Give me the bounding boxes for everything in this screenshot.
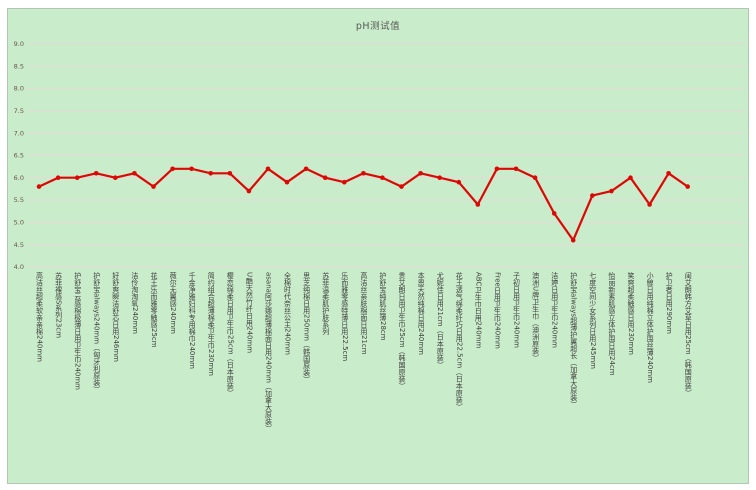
data-point: [685, 184, 690, 189]
data-point: [322, 175, 328, 180]
x-axis-label: 怡丽新素肌感立体护围日用24cm: [607, 272, 616, 376]
data-point: [265, 166, 271, 172]
data-point: [342, 179, 347, 185]
x-axis-label: 七度空间少女系列日用245mm: [588, 272, 597, 369]
x-axis-label: Free日用卫生巾240mm: [493, 272, 502, 349]
y-tick-label: 7.5: [14, 107, 24, 115]
data-point: [361, 171, 366, 176]
y-tick-label: 6.0: [14, 174, 24, 182]
data-point: [399, 184, 404, 189]
x-axis-label: 千金净雅妇科专用棉巾240mm: [188, 272, 197, 369]
x-axis-label: 闺艾朗韩方艾草日用25cm（韩国原装）: [684, 272, 693, 397]
data-point: [113, 175, 118, 180]
x-axis-label: 苏菲裸感S系列23cm: [54, 272, 63, 339]
data-point: [380, 175, 385, 180]
y-tick-label: 5.5: [14, 196, 24, 204]
x-axis-label: 花王透气绵柔纤巧日用22.5cm（日本原装）: [455, 272, 464, 411]
x-axis-label: 笑爽超柔触感日用230mm: [627, 272, 635, 355]
data-point: [456, 179, 462, 185]
x-axis-label: U酷天然竹纤日用240mm: [245, 272, 254, 354]
x-axis-label: 樱恋绵柔日用卫生巾25cm（日本原装）: [226, 272, 235, 397]
x-axis-label: 澳洲U牌卫生巾（澳洲原装）: [531, 272, 540, 362]
y-tick-label: 4.5: [14, 241, 24, 249]
x-axis-label: 护舒宝always超薄护翼超长（加拿大原装）: [569, 272, 578, 409]
data-point: [609, 188, 614, 194]
x-axis-label: 好舒爽瞬洁舒芯日用246mm: [111, 272, 120, 362]
data-point: [570, 237, 576, 243]
data-point: [170, 166, 175, 172]
chart-title: pH测试值: [355, 21, 401, 32]
data-point: [284, 179, 290, 185]
x-axis-label: 小鲸日用纯棉立体护围丝薄240mm: [646, 272, 655, 383]
data-point: [647, 202, 652, 207]
x-axis-label: asana阿莎娜超薄棉面日用240mm（加拿大原装）: [264, 272, 273, 432]
x-axis-label: 护卫者日用290mm: [665, 272, 674, 334]
data-point: [494, 166, 500, 172]
x-axis-label: 洁婷日用卫生巾240mm: [550, 272, 559, 348]
x-axis-label: 尤妮佳日用21cm（日本原装）: [436, 272, 445, 369]
data-point: [93, 171, 99, 176]
x-axis-label: 护舒宝always240mm（匈牙利原装）: [92, 272, 101, 394]
data-point: [246, 188, 252, 194]
y-tick-label: 6.5: [14, 152, 24, 160]
x-axis-label: 护舒宝纯肌丝薄28cm: [378, 272, 387, 341]
data-point: [513, 166, 519, 172]
data-point: [475, 202, 481, 207]
y-tick-label: 9.0: [14, 40, 24, 48]
data-point: [189, 166, 194, 172]
chart-panel: pH测试值 9.0 8.5 8.0 7.5 7.0 6.5 6.0 5.5 5.0 4.5 4.0 …: [7, 8, 749, 484]
x-axis-label: 简约组合超薄棉柔卫生巾230mm: [207, 272, 216, 376]
x-axis-label: 花王乐而雅零触感25cm: [150, 272, 158, 348]
y-tick-label: 4.0: [14, 263, 24, 271]
data-point: [551, 211, 557, 216]
data-point: [532, 175, 538, 180]
y-tick-label: 7.0: [14, 129, 24, 137]
data-point: [151, 184, 156, 189]
x-axis-label: ABC卫生巾日用240mm: [474, 272, 483, 349]
x-axis-label: 高洁丝超柔软亲亲棉240mm: [35, 272, 44, 362]
data-point: [132, 171, 137, 176]
data-point: [437, 175, 443, 180]
y-tick-label: 8.5: [14, 62, 24, 70]
data-point: [628, 175, 633, 180]
y-tick-label: 8.0: [14, 85, 24, 93]
x-axis-label: 洁伶淘淘氧240mm: [130, 272, 139, 334]
x-axis-label: 全棉时代奈丝公主240mm: [283, 272, 292, 355]
data-point: [666, 171, 671, 176]
data-point: [303, 166, 309, 172]
data-point: [227, 171, 233, 176]
x-axis-label: 本恩天然纯棉日用240mm: [417, 272, 426, 355]
data-point: [418, 171, 423, 176]
data-point: [208, 171, 213, 176]
plot-svg: 9.0 8.5 8.0 7.5 7.0 6.5 6.0 5.5 5.0 4.5 4.0: [14, 40, 744, 271]
x-axis-label: 薇尔无翼感240mm: [169, 272, 178, 334]
data-point: [74, 175, 80, 180]
data-point: [55, 175, 61, 180]
data-point: [36, 184, 42, 189]
x-axis-label: 子初日用卫生巾240mm: [512, 272, 521, 348]
y-tick-label: 5.0: [14, 219, 24, 227]
x-axis-label: 思芝纯棉日用250mm（韩国原装）: [302, 272, 311, 383]
x-axis-label: 贵艾朗日用卫生巾25cm（韩国原装）: [398, 272, 406, 390]
x-axis-label: 乐而雅零感特薄日用22.5cm: [340, 272, 349, 362]
data-point: [590, 193, 595, 198]
x-axis-labels: 高洁丝超柔软亲亲棉240mm 苏菲裸感S系列23cm 护舒宝云感棉极薄日用卫生巾24…: [8, 9, 748, 483]
x-axis-label: 护舒宝云感棉极薄日用卫生巾240mm: [73, 272, 82, 390]
x-axis-label: 苏菲温柔肌护肤系列: [321, 272, 330, 335]
x-axis-label: 高洁丝亲肤棉面日用21cm: [359, 272, 368, 355]
